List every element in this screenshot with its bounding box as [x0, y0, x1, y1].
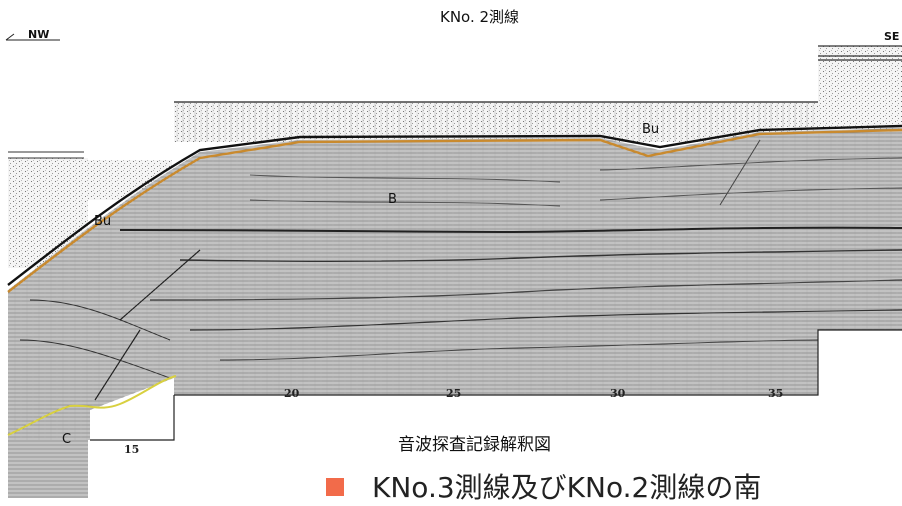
figure-caption: 音波探査記録解釈図 — [398, 435, 551, 455]
c-horizon — [7, 375, 177, 436]
tick-label: 25 — [446, 387, 462, 400]
tick-label: 15 — [124, 443, 140, 456]
seafloor-line — [7, 124, 902, 286]
layer-label-bu-left: Bu — [94, 214, 112, 229]
direction-se: SE — [884, 30, 900, 43]
direction-nw: NW — [28, 28, 50, 41]
bu-horizon — [7, 128, 902, 293]
bullet-text: KNo.3測線及びKNo.2測線の南 — [372, 471, 762, 504]
profile-title: KNo. 2測線 — [440, 8, 520, 26]
water-column — [8, 45, 902, 268]
sediment-section — [8, 128, 902, 498]
tick-label: 35 — [768, 387, 784, 400]
tick-label: 20 — [284, 387, 300, 400]
layer-label-b: B — [388, 192, 397, 207]
tick-label: 30 — [610, 387, 626, 400]
bullet-square-icon — [326, 478, 344, 496]
layer-label-bu-right: Bu — [642, 122, 660, 137]
layer-label-c: C — [62, 432, 72, 447]
